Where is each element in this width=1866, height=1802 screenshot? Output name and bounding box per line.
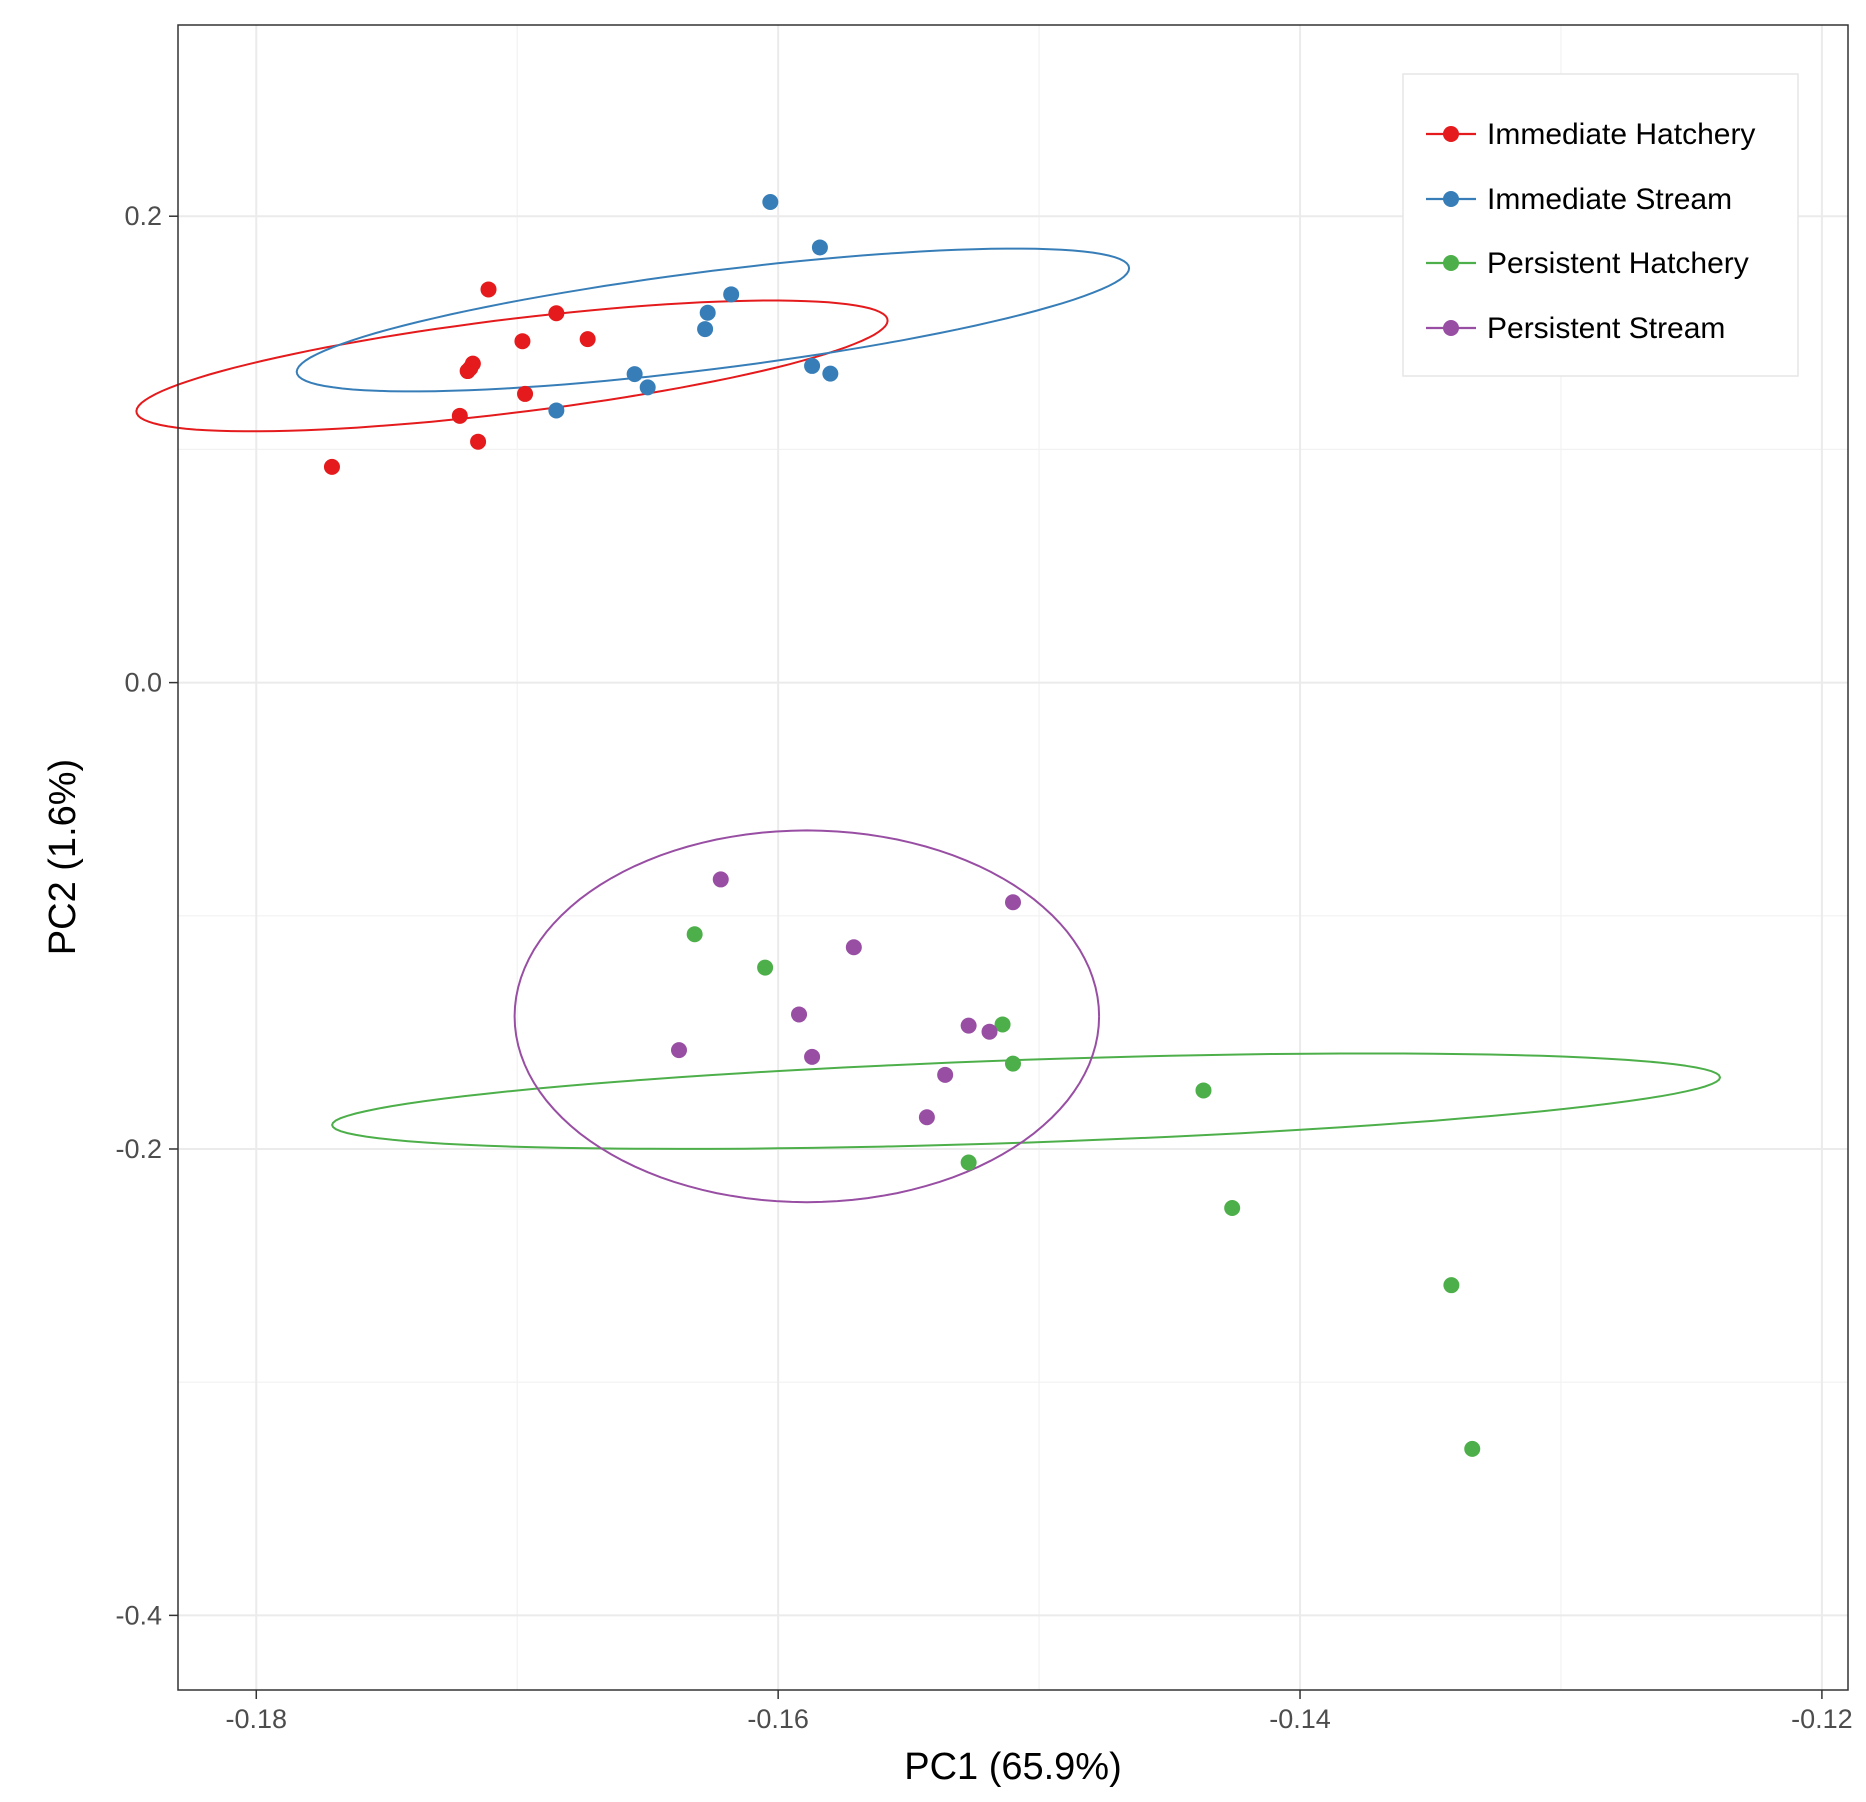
point-persistent-stream — [937, 1066, 954, 1083]
point-persistent-hatchery — [757, 959, 774, 976]
y-axis-ticks: 0.2 0.0 -0.2 -0.4 — [115, 201, 178, 1630]
x-axis-title: PC1 (65.9%) — [904, 1746, 1122, 1788]
ellipse-immediate-hatchery — [135, 299, 889, 433]
point-immediate-stream — [723, 286, 740, 303]
point-persistent-stream — [712, 871, 729, 888]
x-tick-label: -0.18 — [226, 1704, 288, 1734]
x-tick-label: -0.12 — [1791, 1704, 1853, 1734]
point-persistent-stream — [960, 1017, 977, 1034]
point-immediate-hatchery — [451, 407, 468, 424]
point-persistent-hatchery — [1195, 1082, 1212, 1099]
point-persistent-stream — [981, 1023, 998, 1040]
point-persistent-stream — [791, 1006, 808, 1023]
y-tick-label: -0.2 — [115, 1134, 162, 1164]
legend: Immediate Hatchery Immediate Stream Persis… — [1402, 73, 1799, 377]
point-immediate-stream — [626, 366, 643, 383]
confidence-ellipses — [135, 247, 1722, 1204]
point-immediate-stream — [811, 239, 828, 256]
y-tick-label: 0.0 — [124, 668, 162, 698]
point-persistent-hatchery — [686, 926, 703, 943]
legend-label-persistent-hatchery: Persistent Hatchery — [1487, 247, 1749, 280]
point-persistent-hatchery — [1464, 1440, 1481, 1457]
point-immediate-hatchery — [323, 458, 340, 475]
y-tick-label: 0.2 — [124, 201, 162, 231]
ellipse-persistent-hatchery — [331, 1052, 1722, 1150]
point-persistent-stream — [918, 1109, 935, 1126]
data-points — [323, 193, 1481, 1457]
ellipse-immediate-stream — [295, 247, 1131, 393]
point-immediate-hatchery — [480, 281, 497, 298]
point-persistent-stream — [671, 1042, 687, 1059]
point-immediate-stream — [548, 402, 565, 419]
point-immediate-hatchery — [459, 363, 476, 380]
point-immediate-stream — [822, 365, 839, 382]
legend-key-point-immediate-hatchery — [1443, 126, 1459, 142]
point-immediate-stream — [762, 193, 779, 210]
legend-key-point-persistent-stream — [1443, 320, 1459, 336]
x-tick-label: -0.16 — [747, 1704, 809, 1734]
y-axis-title: PC2 (1.6%) — [42, 759, 84, 955]
point-immediate-hatchery — [579, 331, 596, 348]
legend-label-persistent-stream: Persistent Stream — [1487, 312, 1725, 345]
point-persistent-hatchery — [994, 1016, 1011, 1033]
legend-label-immediate-hatchery: Immediate Hatchery — [1487, 118, 1755, 151]
point-immediate-stream — [699, 304, 716, 321]
y-tick-label: -0.4 — [115, 1600, 162, 1630]
plot-panel-border — [177, 24, 1849, 1691]
point-immediate-hatchery — [514, 333, 531, 350]
legend-box — [1402, 73, 1799, 377]
point-immediate-hatchery — [470, 433, 487, 450]
point-persistent-hatchery — [1005, 1055, 1021, 1072]
point-persistent-hatchery — [960, 1154, 977, 1171]
point-persistent-hatchery — [1443, 1277, 1460, 1294]
point-immediate-hatchery — [517, 385, 534, 402]
legend-label-immediate-stream: Immediate Stream — [1487, 183, 1732, 216]
x-axis-ticks: -0.18 -0.16 -0.14 -0.12 — [226, 1690, 1853, 1734]
point-immediate-stream — [639, 379, 656, 396]
point-persistent-stream — [845, 939, 862, 956]
x-tick-label: -0.14 — [1269, 1704, 1331, 1734]
ellipse-persistent-stream — [513, 829, 1101, 1204]
point-persistent-stream — [1005, 894, 1021, 911]
point-immediate-stream — [697, 321, 714, 338]
point-immediate-hatchery — [548, 305, 565, 322]
point-immediate-stream — [804, 357, 821, 374]
point-persistent-stream — [804, 1048, 821, 1065]
legend-key-point-immediate-stream — [1443, 191, 1459, 207]
point-persistent-hatchery — [1224, 1199, 1241, 1216]
legend-key-point-persistent-hatchery — [1443, 255, 1459, 271]
